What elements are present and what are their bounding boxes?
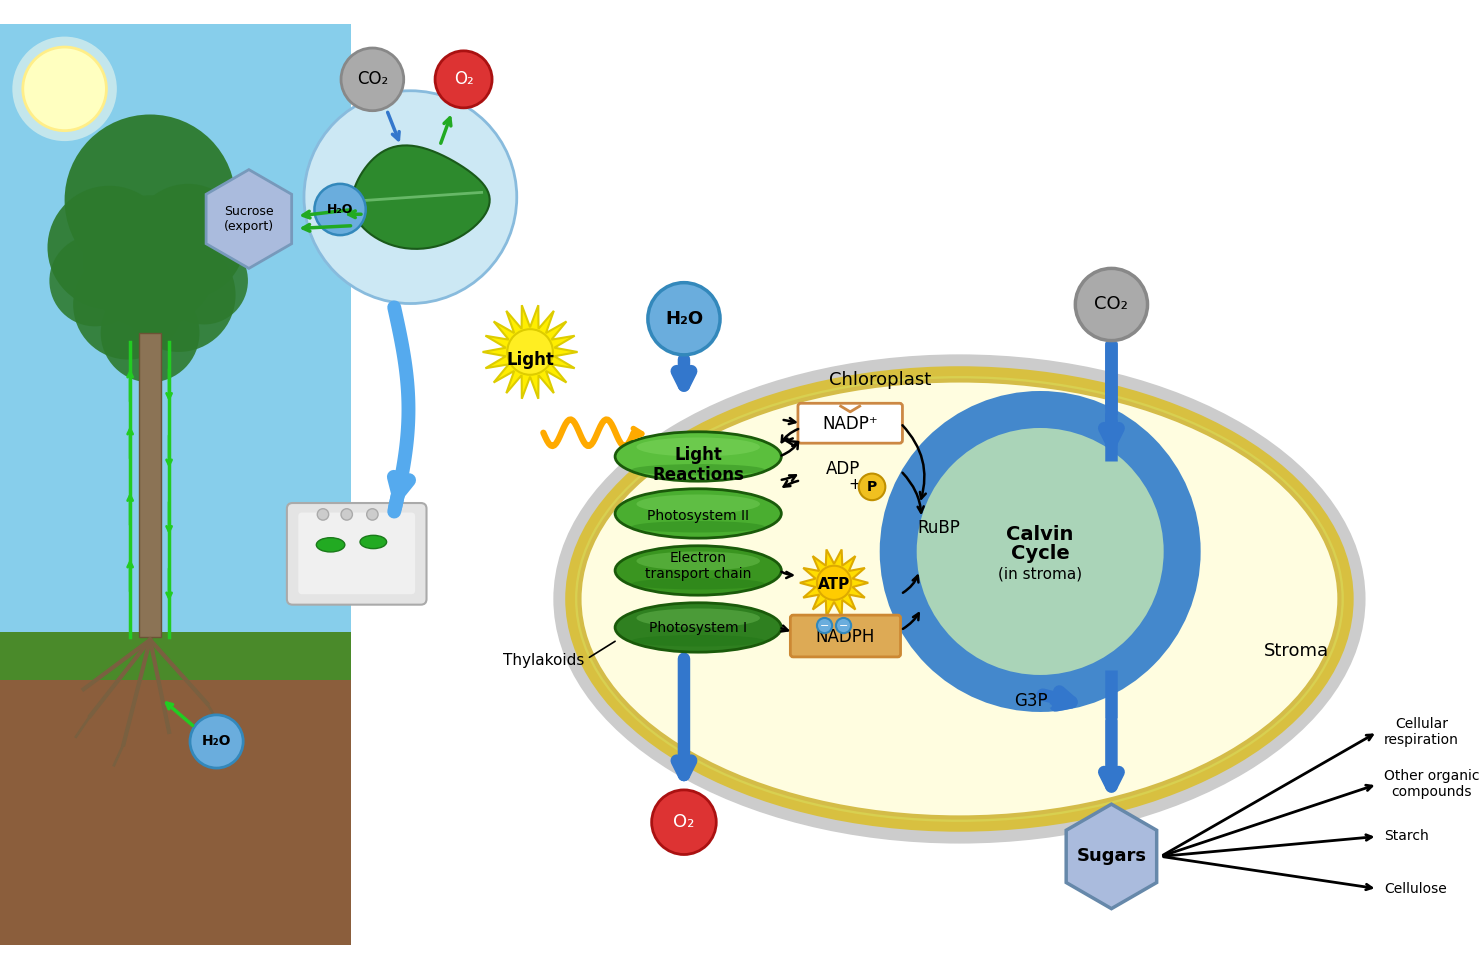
- FancyBboxPatch shape: [299, 513, 414, 594]
- Ellipse shape: [632, 464, 765, 476]
- Circle shape: [189, 715, 243, 768]
- Text: Light: Light: [506, 351, 554, 368]
- Ellipse shape: [632, 635, 765, 646]
- Text: H₂O: H₂O: [665, 310, 703, 328]
- Text: ATP: ATP: [818, 578, 850, 592]
- Circle shape: [22, 47, 107, 131]
- Ellipse shape: [580, 381, 1339, 818]
- Ellipse shape: [636, 609, 759, 628]
- Ellipse shape: [360, 535, 386, 548]
- Circle shape: [160, 237, 249, 325]
- Ellipse shape: [632, 521, 765, 533]
- Circle shape: [317, 509, 329, 520]
- Text: G3P: G3P: [1014, 692, 1048, 709]
- Text: Sucrose
(export): Sucrose (export): [223, 205, 274, 233]
- Text: O₂: O₂: [454, 71, 474, 88]
- Polygon shape: [482, 305, 577, 399]
- Circle shape: [340, 509, 352, 520]
- Text: Starch: Starch: [1384, 829, 1428, 843]
- FancyBboxPatch shape: [287, 503, 426, 605]
- Circle shape: [508, 329, 554, 375]
- Text: Chloroplast: Chloroplast: [829, 371, 931, 390]
- Text: ADP: ADP: [826, 460, 861, 478]
- Text: NADPH: NADPH: [815, 628, 875, 646]
- Ellipse shape: [577, 378, 1342, 820]
- Circle shape: [303, 91, 517, 303]
- Bar: [0, 24, 351, 671]
- Circle shape: [367, 509, 377, 520]
- Ellipse shape: [616, 603, 781, 652]
- Circle shape: [435, 50, 491, 108]
- Text: CO₂: CO₂: [357, 71, 388, 88]
- Circle shape: [340, 48, 404, 110]
- Text: Photosystem I: Photosystem I: [650, 621, 747, 636]
- Text: Cellulose: Cellulose: [1384, 882, 1447, 895]
- Circle shape: [314, 184, 366, 235]
- Text: Light: Light: [675, 446, 722, 463]
- Circle shape: [1076, 268, 1147, 340]
- Text: Cellular
respiration: Cellular respiration: [1384, 717, 1459, 747]
- Text: Reactions: Reactions: [653, 465, 744, 484]
- Circle shape: [916, 428, 1163, 675]
- Text: −: −: [820, 620, 829, 631]
- Circle shape: [817, 566, 851, 600]
- Text: Stroma: Stroma: [1264, 642, 1329, 660]
- Ellipse shape: [554, 355, 1366, 844]
- Circle shape: [648, 283, 721, 355]
- Ellipse shape: [632, 578, 765, 589]
- Ellipse shape: [616, 432, 781, 482]
- FancyBboxPatch shape: [790, 615, 900, 657]
- Text: CO₂: CO₂: [1095, 296, 1128, 314]
- Circle shape: [817, 618, 832, 633]
- Text: H₂O: H₂O: [327, 203, 354, 216]
- Text: RuBP: RuBP: [918, 518, 961, 537]
- Polygon shape: [206, 170, 292, 268]
- Circle shape: [651, 790, 716, 855]
- Text: Photosystem II: Photosystem II: [647, 510, 749, 523]
- Text: NADP⁺: NADP⁺: [823, 415, 878, 433]
- Text: Other organic
compounds: Other organic compounds: [1384, 769, 1480, 799]
- Circle shape: [12, 37, 117, 141]
- Text: Calvin: Calvin: [1006, 525, 1074, 544]
- Bar: [0, 656, 351, 945]
- Text: H₂O: H₂O: [201, 735, 231, 748]
- Text: (in stroma): (in stroma): [998, 567, 1082, 581]
- Circle shape: [132, 184, 246, 297]
- Ellipse shape: [317, 538, 345, 552]
- Text: Electron
transport chain: Electron transport chain: [645, 550, 752, 580]
- Bar: [0, 632, 351, 679]
- Ellipse shape: [636, 437, 759, 456]
- Text: −: −: [839, 620, 848, 631]
- Polygon shape: [1066, 804, 1157, 909]
- Text: Cycle: Cycle: [1011, 544, 1070, 563]
- Circle shape: [65, 114, 235, 286]
- Circle shape: [836, 618, 851, 633]
- Circle shape: [73, 249, 184, 359]
- Polygon shape: [352, 145, 490, 249]
- FancyBboxPatch shape: [798, 403, 903, 443]
- Text: Thylakoids: Thylakoids: [503, 653, 585, 669]
- Circle shape: [121, 238, 235, 352]
- Circle shape: [47, 186, 172, 309]
- Circle shape: [858, 474, 885, 500]
- Text: O₂: O₂: [673, 813, 694, 831]
- Ellipse shape: [616, 546, 781, 595]
- Text: +: +: [848, 478, 861, 492]
- Bar: [139, 333, 161, 637]
- Text: Sugars: Sugars: [1076, 848, 1147, 865]
- Circle shape: [919, 430, 1162, 673]
- Ellipse shape: [616, 488, 781, 538]
- Circle shape: [83, 195, 216, 328]
- Text: P: P: [867, 480, 878, 494]
- Polygon shape: [799, 549, 869, 616]
- Circle shape: [903, 414, 1178, 689]
- Ellipse shape: [636, 494, 759, 514]
- Circle shape: [101, 284, 200, 383]
- Ellipse shape: [636, 551, 759, 571]
- Ellipse shape: [565, 366, 1354, 831]
- Circle shape: [49, 235, 141, 327]
